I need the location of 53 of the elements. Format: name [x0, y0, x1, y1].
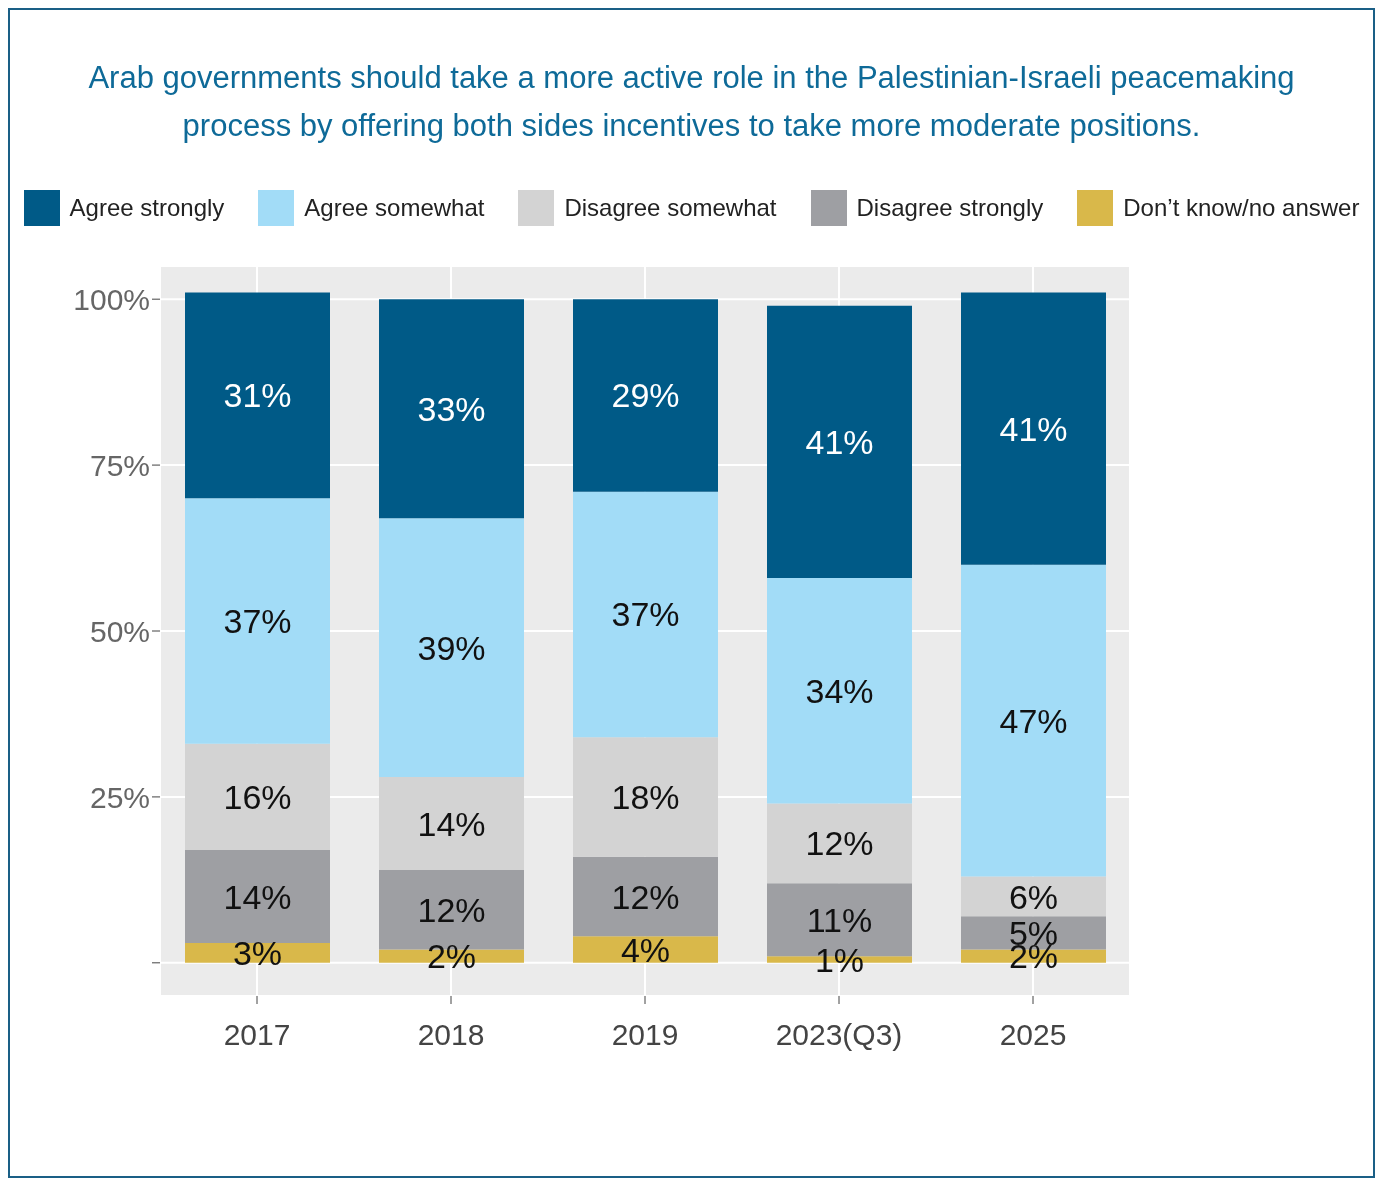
- bar: [767, 305, 912, 578]
- data-label: 12%: [611, 877, 680, 916]
- data-label: 29%: [611, 376, 680, 415]
- x-tick-label: 2023(Q3): [775, 1018, 903, 1052]
- x-tick-label: 2025: [999, 1018, 1067, 1052]
- bar: [185, 292, 330, 499]
- bar: [185, 498, 330, 744]
- legend-label: Agree somewhat: [304, 194, 485, 222]
- data-label: 12%: [417, 890, 486, 929]
- y-tick-label: 25%: [89, 780, 150, 814]
- data-label: 6%: [1008, 877, 1059, 916]
- y-tick-label: 50%: [89, 614, 150, 648]
- data-label: 41%: [805, 422, 874, 461]
- data-label: 3%: [232, 933, 283, 972]
- bar: [185, 850, 330, 943]
- chart-title: Arab governments should take a more active role in the Palestinian-Israeli peacemaking process by offering both sides incentives to take more moderate positions.: [87, 59, 1296, 145]
- bar: [573, 856, 718, 937]
- x-tick-label: 2019: [611, 1018, 679, 1052]
- bar: [573, 491, 718, 738]
- legend-label: Agree strongly: [69, 194, 225, 222]
- bar: [961, 292, 1106, 565]
- data-label: 47%: [999, 701, 1068, 740]
- bar: [379, 518, 524, 777]
- bar: [767, 577, 912, 804]
- data-label: 41%: [999, 409, 1068, 448]
- bar: [185, 743, 330, 850]
- data-label: 37%: [223, 602, 292, 641]
- bar: [379, 299, 524, 519]
- bar: [767, 803, 912, 884]
- data-label: 16%: [223, 777, 292, 816]
- bar: [573, 299, 718, 492]
- legend-label: Disagree somewhat: [564, 194, 777, 222]
- data-label: 34%: [805, 671, 874, 710]
- bar: [573, 737, 718, 857]
- x-tick-label: 2018: [417, 1018, 485, 1052]
- data-label: 14%: [417, 804, 486, 843]
- data-label: 1%: [814, 940, 865, 979]
- data-label: 12%: [805, 824, 874, 863]
- data-label: 11%: [806, 900, 873, 939]
- bar: [961, 564, 1106, 877]
- data-label: 39%: [417, 628, 486, 667]
- y-tick-label: 100%: [73, 282, 150, 316]
- y-tick-label: 75%: [89, 448, 150, 482]
- data-label: 4%: [620, 930, 671, 969]
- data-label: 33%: [417, 389, 486, 428]
- legend-label: Disagree strongly: [856, 194, 1044, 222]
- data-label: 18%: [611, 777, 680, 816]
- legend-label: Don’t know/no answer: [1123, 194, 1360, 222]
- x-tick-label: 2017: [223, 1018, 291, 1052]
- bar: [379, 777, 524, 870]
- data-label: 31%: [223, 376, 292, 415]
- data-label: 37%: [611, 595, 680, 634]
- data-label: 14%: [223, 877, 292, 916]
